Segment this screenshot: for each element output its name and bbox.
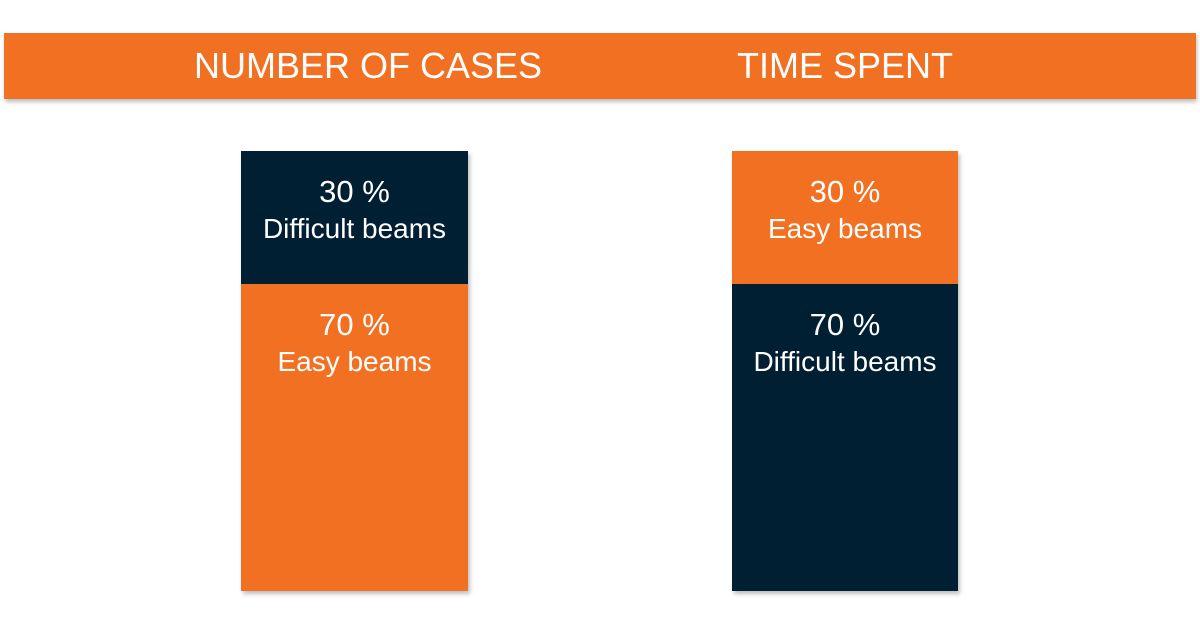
bar-segment: 70 % Difficult beams <box>732 284 958 591</box>
segment-value-label: 30 % <box>809 174 881 209</box>
bar-segment: 70 % Easy beams <box>241 284 468 591</box>
stacked-bar-time-spent: 30 % Easy beams 70 % Difficult beams <box>732 151 958 591</box>
segment-category-label: Difficult beams <box>262 213 447 244</box>
bar-segment: 30 % Easy beams <box>732 151 958 284</box>
segment-category-label: Easy beams <box>277 346 432 377</box>
bar-segment: 30 % Difficult beams <box>241 151 468 284</box>
chart-title-number-of-cases: NUMBER OF CASES <box>193 45 543 86</box>
segment-value-label: 70 % <box>319 307 390 342</box>
chart-title-time-spent: TIME SPENT <box>736 45 954 86</box>
segment-category-label: Difficult beams <box>753 346 937 377</box>
segment-category-label: Easy beams <box>767 213 923 244</box>
header-bar <box>4 33 1196 99</box>
segment-value-label: 30 % <box>319 174 390 209</box>
segment-value-label: 70 % <box>809 307 881 342</box>
stacked-bar-number-of-cases: 30 % Difficult beams 70 % Easy beams <box>241 151 468 591</box>
